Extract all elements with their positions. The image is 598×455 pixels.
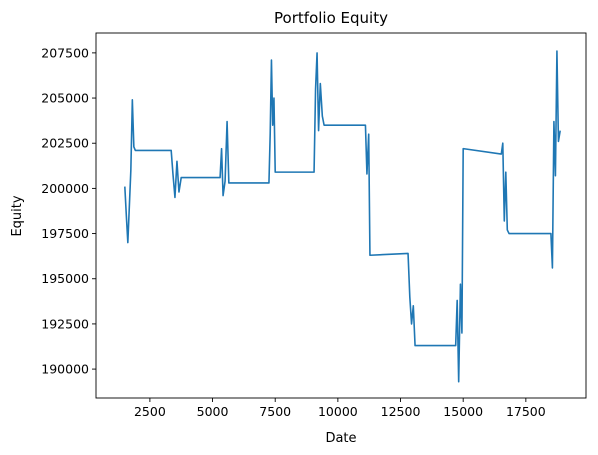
axes-frame bbox=[95, 32, 587, 399]
y-tick-label: 197500 bbox=[41, 226, 89, 241]
x-axis: 2500 5000 7500 10000 12500 15000 17500 bbox=[134, 398, 546, 419]
y-tick-label: 207500 bbox=[41, 45, 89, 60]
y-axis: 190000 192500 195000 197500 200000 202500 2050… bbox=[41, 45, 96, 377]
x-tick-label: 2500 bbox=[134, 404, 166, 419]
x-tick-label: 17500 bbox=[506, 404, 546, 419]
equity-series-line bbox=[124, 50, 561, 383]
chart-title: Portfolio Equity bbox=[274, 9, 388, 27]
x-tick-label: 5000 bbox=[197, 404, 229, 419]
y-tick-label: 202500 bbox=[41, 136, 89, 151]
y-axis-label: Equity bbox=[10, 195, 25, 236]
y-tick-label: 200000 bbox=[41, 181, 89, 196]
x-tick-label: 12500 bbox=[381, 404, 421, 419]
plot-area bbox=[124, 50, 561, 383]
y-tick-label: 190000 bbox=[41, 362, 89, 377]
x-tick-label: 7500 bbox=[259, 404, 291, 419]
y-tick-label: 195000 bbox=[41, 271, 89, 286]
y-tick-label: 192500 bbox=[41, 316, 89, 331]
x-tick-label: 15000 bbox=[443, 404, 483, 419]
y-tick-label: 205000 bbox=[41, 91, 89, 106]
x-axis-label: Date bbox=[325, 431, 356, 446]
x-tick-label: 10000 bbox=[318, 404, 358, 419]
